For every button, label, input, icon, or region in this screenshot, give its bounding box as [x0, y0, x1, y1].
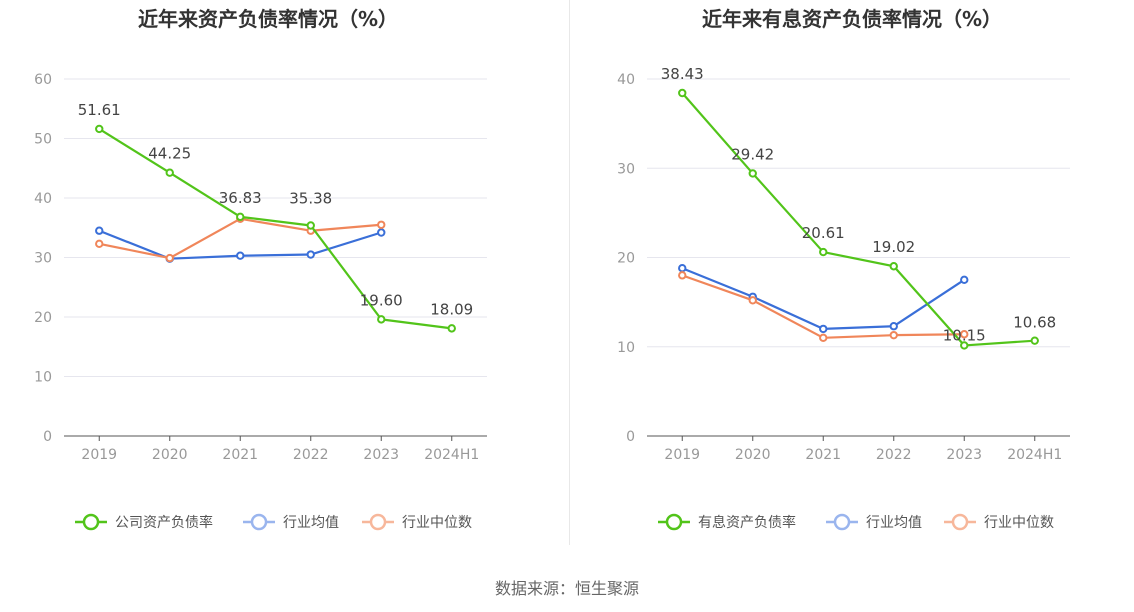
data-source-label: 数据来源：恒生聚源	[494, 579, 639, 598]
data-point	[748, 169, 757, 178]
data-point	[678, 264, 687, 273]
data-point	[889, 330, 898, 340]
x-tick-label: 2023	[946, 447, 982, 463]
legend-label: 公司资产负债率	[115, 514, 213, 531]
data-label: 51.61	[78, 101, 121, 119]
legend-marker	[833, 513, 851, 531]
chart-interest-debt-ratio: 近年来有息资产负债率情况（%） 0 10 20 30 40 2019 2020 2021 2022…	[617, 7, 1070, 531]
data-point	[95, 239, 104, 249]
x-tick-label: 2021	[805, 447, 841, 463]
y-tick-label: 60	[34, 72, 52, 88]
data-point	[889, 262, 898, 271]
y-tick-label: 0	[626, 429, 635, 445]
data-point	[377, 315, 386, 324]
x-tick-label: 2020	[735, 447, 771, 463]
legend-marker	[951, 513, 969, 531]
legend-label: 行业均值	[866, 515, 922, 531]
legend-marker	[250, 513, 268, 531]
y-tick-label: 10	[34, 370, 52, 386]
series-line	[681, 92, 1035, 347]
data-label: 10.15	[943, 326, 986, 344]
legend-marker	[665, 513, 683, 531]
chart-group: 近年来有息资产负债率情况（%） 0 10 20 30 40 2019 2020 2021 2022…	[617, 7, 1070, 531]
data-point	[678, 88, 687, 98]
x-tick-label: 2022	[876, 447, 912, 463]
y-tick-label: 50	[34, 132, 52, 148]
data-point	[236, 251, 245, 260]
y-tick-label: 40	[617, 72, 635, 88]
y-tick-label: 20	[617, 251, 635, 267]
x-tick-label: 2019	[81, 447, 117, 463]
data-point	[377, 228, 386, 237]
data-label: 44.25	[148, 145, 191, 163]
y-tick-label: 10	[617, 340, 635, 356]
data-label: 19.02	[872, 238, 915, 256]
y-tick-label: 30	[617, 161, 635, 177]
data-point	[236, 212, 245, 222]
data-point	[165, 253, 174, 263]
data-point	[165, 168, 174, 177]
chart-title: 近年来有息资产负债率情况（%）	[702, 7, 1002, 31]
data-label: 38.43	[661, 65, 704, 83]
data-point	[889, 322, 898, 331]
data-label: 10.68	[1013, 314, 1056, 332]
x-tick-label: 2021	[222, 447, 258, 463]
chart-panel-debt-ratio: 近年来资产负债率情况（%） 0 10 20 30 40 50 60 2019 2020 2021 20…	[0, 0, 567, 560]
y-tick-label: 40	[34, 191, 52, 207]
data-label: 20.61	[802, 224, 845, 242]
data-label: 19.60	[360, 291, 403, 309]
data-label: 29.42	[731, 145, 774, 163]
panel-divider	[569, 0, 570, 545]
data-point	[306, 250, 315, 259]
data-point	[960, 330, 969, 339]
chart-debt-ratio: 近年来资产负债率情况（%） 0 10 20 30 40 50 60 2019 2020 2021 20…	[34, 7, 487, 531]
data-label: 36.83	[219, 189, 262, 207]
chart-title: 近年来资产负债率情况（%）	[138, 7, 398, 31]
x-tick-label: 2020	[152, 447, 188, 463]
legend-label: 行业中位数	[402, 515, 472, 531]
y-tick-label: 20	[34, 310, 52, 326]
chart-group: 近年来资产负债率情况（%） 0 10 20 30 40 50 60 2019 2020 2021 20…	[34, 7, 487, 531]
data-point	[447, 324, 456, 333]
x-tick-label: 2024H1	[424, 447, 479, 463]
x-tick-label: 2019	[664, 447, 700, 463]
data-point	[95, 226, 104, 235]
x-tick-label: 2022	[293, 447, 329, 463]
data-point	[819, 333, 828, 343]
legend-label: 有息资产负债率	[698, 514, 796, 531]
data-point	[377, 220, 386, 229]
x-tick-label: 2024H1	[1007, 447, 1062, 463]
data-point	[678, 271, 687, 280]
data-point	[960, 275, 969, 285]
data-point	[748, 296, 757, 305]
y-tick-label: 0	[43, 429, 52, 445]
data-point	[1030, 336, 1039, 345]
series-line	[98, 127, 452, 330]
legend-label: 行业均值	[283, 515, 339, 531]
data-point	[819, 247, 828, 257]
y-tick-label: 30	[34, 251, 52, 267]
data-label: 35.38	[289, 189, 332, 207]
data-point	[306, 221, 315, 230]
data-label: 18.09	[430, 300, 473, 318]
chart-panel-interest-debt-ratio: 近年来有息资产负债率情况（%） 0 10 20 30 40 2019 2020 2021 2022…	[567, 0, 1134, 560]
data-point	[960, 341, 969, 350]
data-point	[95, 124, 104, 134]
legend-label: 行业中位数	[984, 515, 1054, 531]
legend-marker	[82, 513, 100, 531]
data-point	[819, 324, 828, 334]
x-tick-label: 2023	[363, 447, 399, 463]
legend-marker	[369, 513, 387, 531]
